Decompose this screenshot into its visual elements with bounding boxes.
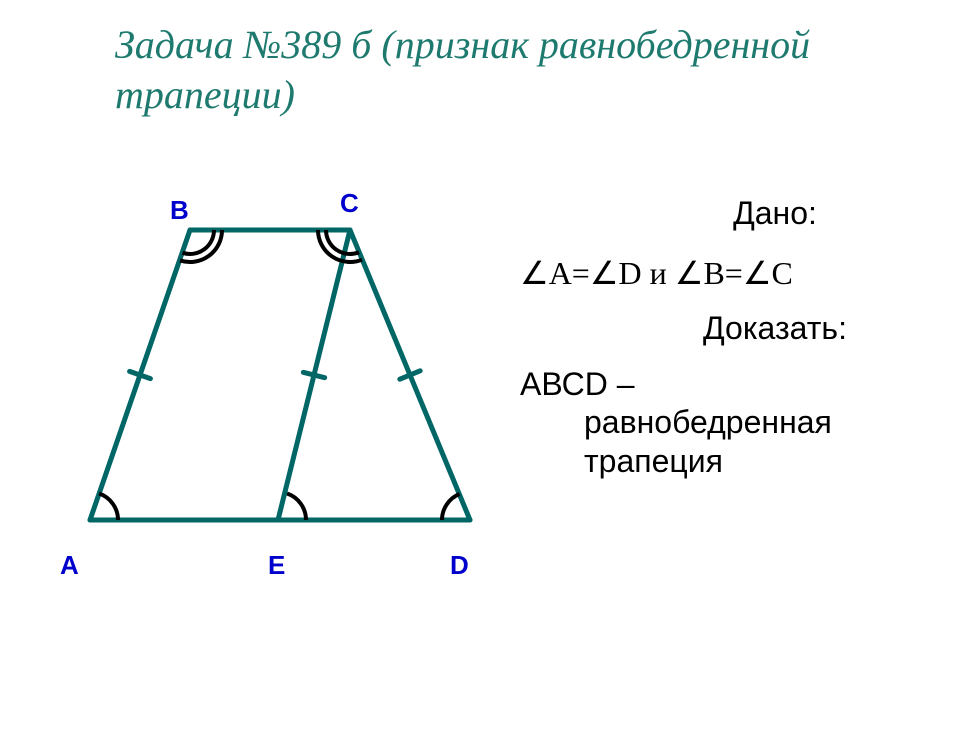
given-text: ∠A=∠D и ∠B=∠C [520, 254, 940, 292]
problem-statement: Дано: ∠A=∠D и ∠B=∠C Доказать: АВСD – рав… [520, 195, 940, 480]
given-expression: ∠A=∠D и ∠B=∠C [520, 255, 793, 291]
trapezoid-diagram [50, 190, 510, 580]
point-label-d: D [450, 550, 469, 581]
point-label-b: B [170, 195, 189, 226]
prove-line1: АВСD – [520, 366, 635, 402]
point-label-a: A [60, 550, 79, 581]
title-text: Задача №389 б (признак равнобедренной тр… [115, 22, 810, 117]
page-title: Задача №389 б (признак равнобедренной тр… [115, 20, 977, 120]
prove-text: АВСD – равнобедренная трапеция [520, 365, 940, 480]
prove-line2: равнобедренная трапеция [526, 403, 940, 480]
point-label-c: C [340, 188, 359, 219]
prove-label: Доказать: [610, 310, 940, 347]
point-label-e: E [268, 550, 285, 581]
given-label: Дано: [610, 195, 940, 232]
